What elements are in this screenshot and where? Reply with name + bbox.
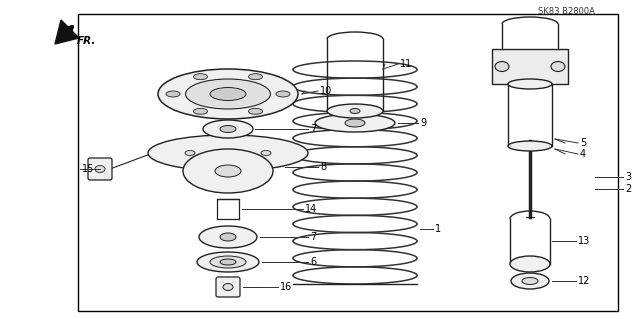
Bar — [492, 49, 568, 84]
Text: 7: 7 — [310, 124, 316, 134]
Ellipse shape — [210, 256, 246, 268]
Text: 14: 14 — [305, 204, 317, 214]
Ellipse shape — [223, 284, 233, 291]
Text: 5: 5 — [580, 138, 586, 148]
Ellipse shape — [248, 108, 262, 114]
Ellipse shape — [508, 79, 552, 89]
Ellipse shape — [327, 104, 383, 118]
Ellipse shape — [193, 74, 207, 80]
Text: 15: 15 — [82, 164, 94, 174]
Ellipse shape — [197, 252, 259, 272]
Text: 10: 10 — [320, 86, 332, 96]
Bar — [78, 14, 618, 311]
Text: 4: 4 — [580, 149, 586, 159]
Ellipse shape — [220, 125, 236, 132]
Ellipse shape — [193, 108, 207, 114]
Ellipse shape — [210, 87, 246, 100]
FancyBboxPatch shape — [88, 158, 112, 180]
Ellipse shape — [166, 91, 180, 97]
Ellipse shape — [248, 74, 262, 80]
Ellipse shape — [215, 165, 241, 177]
Ellipse shape — [510, 256, 550, 272]
Text: FR.: FR. — [77, 36, 97, 46]
Ellipse shape — [220, 233, 236, 241]
Text: 7: 7 — [310, 232, 316, 242]
Ellipse shape — [495, 62, 509, 71]
Text: 2: 2 — [625, 184, 631, 194]
Text: 13: 13 — [578, 236, 590, 246]
Ellipse shape — [350, 108, 360, 114]
Ellipse shape — [148, 135, 308, 171]
Ellipse shape — [522, 278, 538, 285]
Ellipse shape — [276, 91, 290, 97]
Text: 11: 11 — [400, 59, 412, 69]
Text: 16: 16 — [280, 282, 292, 292]
Text: 8: 8 — [320, 162, 326, 172]
Ellipse shape — [345, 119, 365, 127]
Ellipse shape — [185, 151, 195, 155]
Ellipse shape — [95, 166, 105, 173]
Ellipse shape — [551, 62, 565, 71]
Text: 3: 3 — [625, 172, 631, 182]
Text: 12: 12 — [578, 276, 590, 286]
Ellipse shape — [158, 69, 298, 119]
Ellipse shape — [203, 120, 253, 138]
Ellipse shape — [315, 114, 395, 132]
Polygon shape — [55, 20, 79, 44]
Ellipse shape — [511, 273, 549, 289]
Text: 1: 1 — [435, 224, 441, 234]
Ellipse shape — [220, 259, 236, 265]
Ellipse shape — [261, 151, 271, 155]
FancyBboxPatch shape — [216, 277, 240, 297]
Text: 9: 9 — [420, 118, 426, 128]
Ellipse shape — [508, 141, 552, 151]
Ellipse shape — [186, 79, 271, 109]
Ellipse shape — [183, 149, 273, 193]
Text: SK83 B2800A: SK83 B2800A — [538, 6, 595, 16]
Ellipse shape — [199, 226, 257, 248]
Text: 6: 6 — [310, 257, 316, 267]
